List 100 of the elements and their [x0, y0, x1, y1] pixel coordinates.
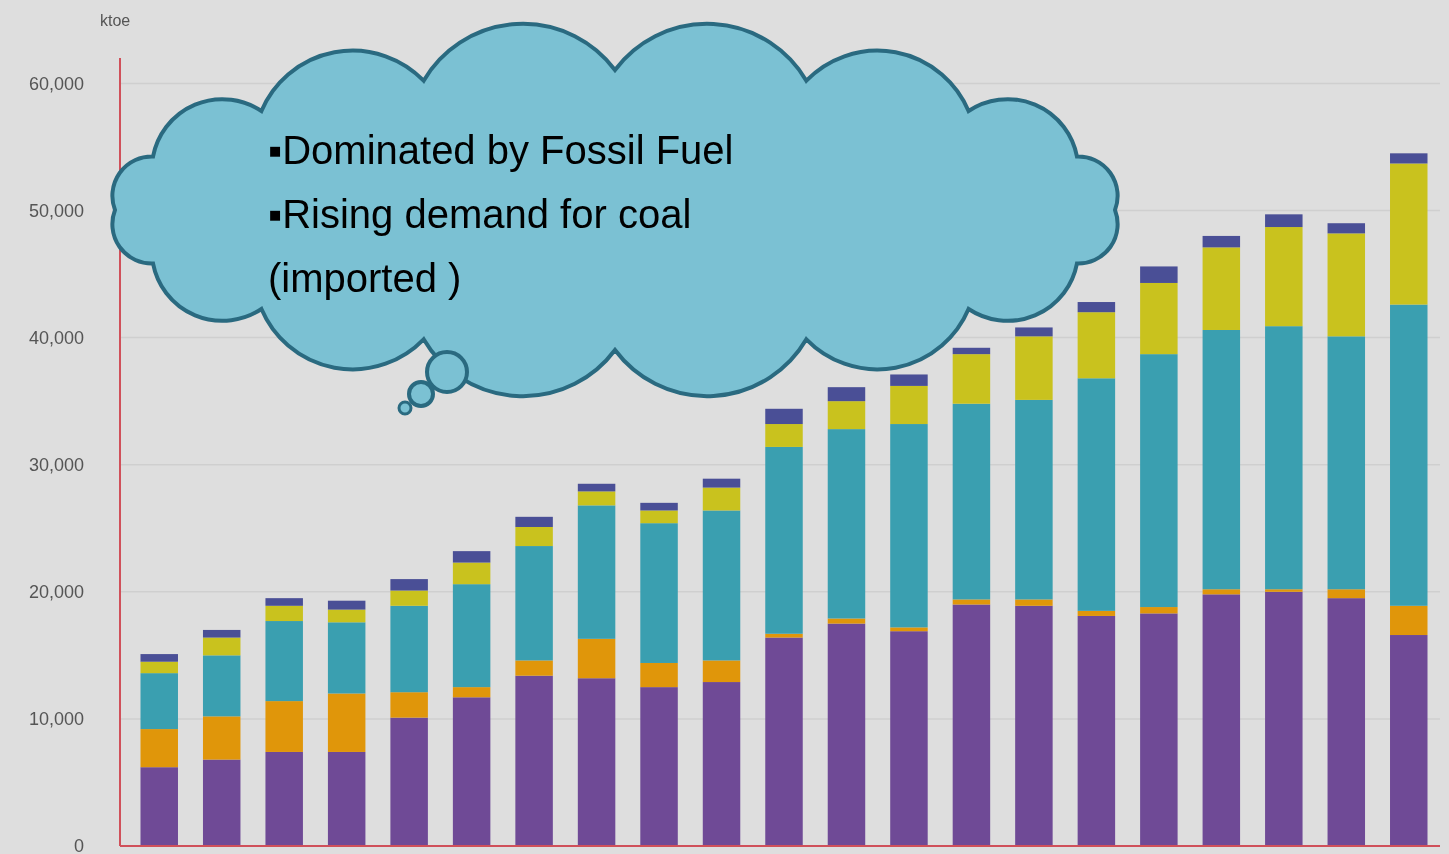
bar	[1140, 607, 1178, 614]
bar	[390, 717, 428, 846]
bar	[202, 629, 241, 638]
bar	[640, 510, 678, 524]
bar	[327, 693, 366, 752]
bar	[1077, 610, 1116, 616]
bar	[1265, 591, 1303, 846]
bar	[1077, 312, 1116, 379]
bar	[765, 446, 803, 634]
bar	[1390, 163, 1428, 305]
bar	[202, 716, 241, 760]
bar	[1327, 336, 1366, 590]
bar	[1265, 326, 1303, 590]
bar	[202, 637, 241, 656]
bar	[1327, 233, 1366, 337]
bar	[640, 687, 678, 846]
y-tick-label: 60,000	[28, 73, 84, 94]
bar	[640, 523, 678, 663]
bar	[1327, 589, 1366, 599]
bar	[890, 631, 928, 846]
bar	[452, 697, 491, 846]
bar	[827, 623, 866, 846]
bar	[327, 600, 366, 610]
bar	[1327, 598, 1366, 846]
y-tick-label: 20,000	[28, 582, 84, 603]
bar	[577, 678, 616, 846]
bar	[265, 605, 303, 622]
bar	[1265, 227, 1303, 327]
bar	[1140, 282, 1178, 355]
bar	[1202, 589, 1241, 595]
bar	[390, 590, 428, 606]
bar	[1265, 214, 1303, 228]
bar	[577, 505, 616, 639]
bar	[1015, 399, 1053, 600]
bar	[952, 599, 991, 605]
bar	[827, 429, 866, 619]
bar	[1077, 378, 1116, 611]
bar	[577, 483, 616, 492]
y-tick-label: 50,000	[28, 200, 84, 221]
bar	[452, 562, 491, 585]
bar	[827, 387, 866, 402]
bar	[1202, 247, 1241, 330]
bar	[952, 354, 991, 404]
bar	[952, 604, 991, 846]
bar	[1390, 605, 1428, 636]
y-axis-title: ktoe	[100, 12, 131, 29]
bar	[827, 618, 866, 624]
bar	[515, 660, 553, 676]
bar	[452, 551, 491, 563]
bar	[390, 605, 428, 693]
bar	[640, 662, 678, 688]
bar	[1390, 635, 1428, 846]
bar	[640, 502, 678, 511]
bar	[577, 491, 616, 506]
bar	[1327, 223, 1366, 234]
bar	[765, 637, 803, 846]
bar	[327, 751, 366, 846]
y-tick-label: 30,000	[28, 455, 84, 476]
bar	[890, 385, 928, 425]
y-tick-label: 40,000	[28, 327, 84, 348]
annotation: ▪Rising demand for coal (imported )	[268, 192, 692, 300]
bar	[765, 408, 803, 425]
bar	[452, 687, 491, 698]
bar	[265, 621, 303, 702]
bar	[515, 675, 553, 846]
bar	[265, 701, 303, 752]
bar	[1015, 327, 1053, 337]
bar	[1140, 354, 1178, 608]
bar	[1015, 599, 1053, 606]
bar	[952, 403, 991, 600]
y-tick-label: 10,000	[28, 709, 84, 730]
bar	[1390, 304, 1428, 606]
bar	[1077, 302, 1116, 313]
annotation: ▪Dominated by Fossil Fuel	[268, 128, 734, 172]
bar	[702, 487, 741, 511]
bar	[452, 584, 491, 688]
bar	[202, 655, 241, 717]
bar	[1202, 594, 1241, 846]
bar	[765, 424, 803, 447]
bar	[1015, 605, 1053, 846]
bar	[1077, 615, 1116, 846]
bar	[1140, 266, 1178, 283]
bar	[890, 374, 928, 386]
bar	[827, 401, 866, 430]
bar	[702, 660, 741, 683]
bar	[577, 638, 616, 679]
bar	[140, 673, 178, 730]
bar	[702, 682, 741, 846]
bar	[265, 598, 303, 606]
bar	[140, 661, 178, 674]
bar	[515, 516, 553, 527]
bar	[890, 424, 928, 628]
bar	[890, 627, 928, 632]
bar	[1202, 329, 1241, 590]
bar	[327, 609, 366, 623]
bar	[327, 622, 366, 694]
y-tick-label: 0	[73, 836, 84, 854]
bar	[515, 526, 553, 547]
bar	[1202, 235, 1241, 248]
bar	[390, 579, 428, 591]
